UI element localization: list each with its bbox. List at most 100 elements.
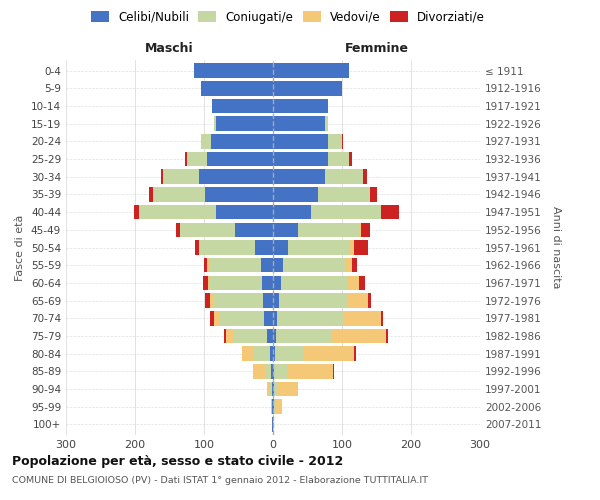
Bar: [200, 81, 273, 96]
Bar: [273, 258, 283, 272]
Bar: [180, 222, 235, 237]
Bar: [273, 276, 281, 290]
Bar: [302, 346, 355, 361]
Text: Maschi: Maschi: [145, 42, 194, 54]
Bar: [331, 328, 386, 343]
Bar: [208, 276, 210, 290]
Bar: [361, 222, 370, 237]
Text: Femmine: Femmine: [344, 42, 409, 54]
Bar: [275, 400, 282, 414]
Bar: [274, 400, 275, 414]
Bar: [212, 98, 273, 113]
Bar: [272, 400, 273, 414]
Bar: [273, 134, 328, 148]
Bar: [199, 170, 273, 184]
Bar: [217, 116, 273, 131]
Bar: [318, 187, 370, 202]
Bar: [273, 294, 278, 308]
Bar: [163, 170, 199, 184]
Bar: [273, 417, 274, 432]
Bar: [269, 346, 273, 361]
Bar: [273, 81, 342, 96]
Bar: [343, 311, 380, 326]
Bar: [194, 64, 273, 78]
Bar: [273, 346, 275, 361]
Bar: [273, 170, 325, 184]
Bar: [219, 311, 264, 326]
Bar: [214, 116, 217, 131]
Bar: [235, 222, 273, 237]
Bar: [273, 152, 328, 166]
Bar: [217, 205, 273, 220]
Bar: [283, 258, 345, 272]
Bar: [273, 400, 274, 414]
Bar: [352, 258, 357, 272]
Bar: [273, 240, 288, 255]
Bar: [386, 328, 388, 343]
Bar: [226, 328, 233, 343]
Bar: [214, 311, 219, 326]
Bar: [185, 152, 187, 166]
Bar: [271, 400, 272, 414]
Bar: [242, 346, 254, 361]
Bar: [274, 364, 288, 378]
Bar: [200, 240, 255, 255]
Bar: [205, 294, 210, 308]
Bar: [273, 98, 328, 113]
Bar: [208, 152, 273, 166]
Bar: [273, 311, 277, 326]
Bar: [208, 258, 209, 272]
Bar: [271, 364, 273, 378]
Bar: [288, 240, 350, 255]
Bar: [275, 346, 302, 361]
Bar: [210, 294, 214, 308]
Bar: [328, 134, 342, 148]
Bar: [350, 240, 354, 255]
Text: Popolazione per età, sesso e stato civile - 2012: Popolazione per età, sesso e stato civil…: [12, 455, 343, 468]
Bar: [278, 294, 347, 308]
Bar: [311, 205, 382, 220]
Bar: [211, 134, 273, 148]
Bar: [233, 328, 268, 343]
Bar: [267, 382, 270, 396]
Bar: [277, 311, 343, 326]
Bar: [273, 205, 311, 220]
Bar: [262, 276, 273, 290]
Bar: [273, 328, 276, 343]
Bar: [195, 240, 199, 255]
Bar: [349, 152, 352, 166]
Bar: [281, 276, 347, 290]
Bar: [203, 276, 208, 290]
Bar: [161, 170, 163, 184]
Bar: [176, 222, 180, 237]
Bar: [277, 382, 298, 396]
Bar: [134, 205, 139, 220]
Bar: [205, 187, 273, 202]
Bar: [210, 276, 262, 290]
Bar: [333, 364, 334, 378]
Bar: [204, 258, 208, 272]
Bar: [209, 258, 260, 272]
Bar: [273, 187, 318, 202]
Bar: [342, 134, 343, 148]
Bar: [359, 276, 365, 290]
Bar: [149, 187, 153, 202]
Y-axis label: Fasce di età: Fasce di età: [16, 214, 25, 280]
Bar: [273, 116, 325, 131]
Bar: [273, 382, 274, 396]
Bar: [347, 294, 368, 308]
Y-axis label: Anni di nascita: Anni di nascita: [551, 206, 561, 289]
Bar: [325, 170, 362, 184]
Bar: [355, 346, 356, 361]
Text: COMUNE DI BELGIOIOSO (PV) - Dati ISTAT 1° gennaio 2012 - Elaborazione TUTTITALIA: COMUNE DI BELGIOIOSO (PV) - Dati ISTAT 1…: [12, 476, 428, 485]
Bar: [276, 328, 331, 343]
Bar: [139, 205, 217, 220]
Bar: [254, 346, 269, 361]
Bar: [345, 258, 352, 272]
Bar: [360, 222, 361, 237]
Bar: [153, 187, 205, 202]
Bar: [264, 311, 273, 326]
Bar: [199, 240, 200, 255]
Bar: [354, 240, 368, 255]
Bar: [270, 382, 272, 396]
